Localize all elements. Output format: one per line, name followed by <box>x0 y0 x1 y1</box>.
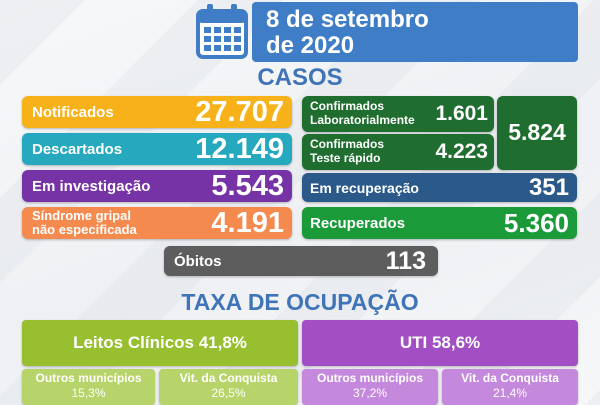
date-banner: 8 de setembro de 2020 <box>252 2 578 62</box>
confirmados-rapido-label-line2: Teste rápido <box>310 151 381 165</box>
uti-card: UTI 58,6% <box>302 320 578 366</box>
confirmados-lab-label-line2: Laboratorialmente <box>310 113 415 127</box>
descartados-card: Descartados 12.149 <box>22 133 292 165</box>
leitos-outros-card: Outros municípios 15,3% <box>22 369 155 405</box>
uti-conquista-label: Vit. da Conquista <box>461 371 559 385</box>
investigacao-card: Em investigação 5.543 <box>22 170 292 202</box>
leitos-label: Leitos Clínicos 41,8% <box>73 333 247 352</box>
leitos-outros-value: 15,3% <box>71 386 106 400</box>
calendar-icon <box>196 4 248 59</box>
date-line-1: 8 de setembro <box>266 6 429 33</box>
sindrome-label-line1: Síndrome gripal <box>32 208 131 223</box>
confirmados-lab-value: 1.601 <box>435 102 488 125</box>
leitos-conquista-value: 26,5% <box>211 386 246 400</box>
uti-conquista-card: Vit. da Conquista 21,4% <box>442 369 578 405</box>
investigacao-value: 5.543 <box>211 170 284 202</box>
uti-outros-value: 37,2% <box>352 386 388 400</box>
confirmados-lab-card: Confirmados Laboratorialmente 1.601 <box>302 96 494 132</box>
sindrome-label-line2: não especificada <box>32 222 137 237</box>
obitos-label: Óbitos <box>174 253 222 270</box>
uti-outros-card: Outros municípios 37,2% <box>302 369 438 405</box>
uti-outros-label: Outros municípios <box>316 371 423 385</box>
descartados-label: Descartados <box>32 141 123 158</box>
recuperacao-card: Em recuperação 351 <box>302 173 577 202</box>
confirmados-rapido-value: 4.223 <box>435 140 488 163</box>
confirmados-total-value: 5.824 <box>508 119 566 145</box>
leitos-conquista-card: Vit. da Conquista 26,5% <box>159 369 298 405</box>
confirmados-total-card: 5.824 <box>497 96 577 170</box>
uti-conquista-value: 21,4% <box>492 386 528 400</box>
leitos-card: Leitos Clínicos 41,8% <box>22 320 298 366</box>
notificados-card: Notificados 27.707 <box>22 96 292 128</box>
confirmados-rapido-label-line1: Confirmados <box>310 137 385 151</box>
leitos-outros-label: Outros municípios <box>35 371 142 385</box>
ocupacao-title: TAXA DE OCUPAÇÃO <box>181 289 419 315</box>
uti-label: UTI 58,6% <box>399 333 481 352</box>
obitos-card: Óbitos 113 <box>164 246 438 276</box>
confirmados-lab-label-line1: Confirmados <box>310 99 385 113</box>
recuperados-card: Recuperados 5.360 <box>302 207 577 239</box>
investigacao-label: Em investigação <box>32 178 151 195</box>
casos-title: CASOS <box>257 64 343 91</box>
notificados-label: Notificados <box>32 104 114 121</box>
confirmados-rapido-card: Confirmados Teste rápido 4.223 <box>302 134 494 170</box>
recuperados-value: 5.360 <box>503 208 569 238</box>
recuperacao-label: Em recuperação <box>310 180 419 196</box>
date-line-2: de 2020 <box>266 32 355 59</box>
recuperados-label: Recuperados <box>310 215 406 232</box>
descartados-value: 12.149 <box>195 133 284 165</box>
sindrome-card: Síndrome gripal não especificada 4.191 <box>22 207 292 239</box>
notificados-value: 27.707 <box>195 96 284 128</box>
recuperacao-value: 351 <box>528 174 569 201</box>
obitos-value: 113 <box>385 247 426 275</box>
leitos-conquista-label: Vit. da Conquista <box>179 371 278 385</box>
sindrome-value: 4.191 <box>211 207 284 239</box>
